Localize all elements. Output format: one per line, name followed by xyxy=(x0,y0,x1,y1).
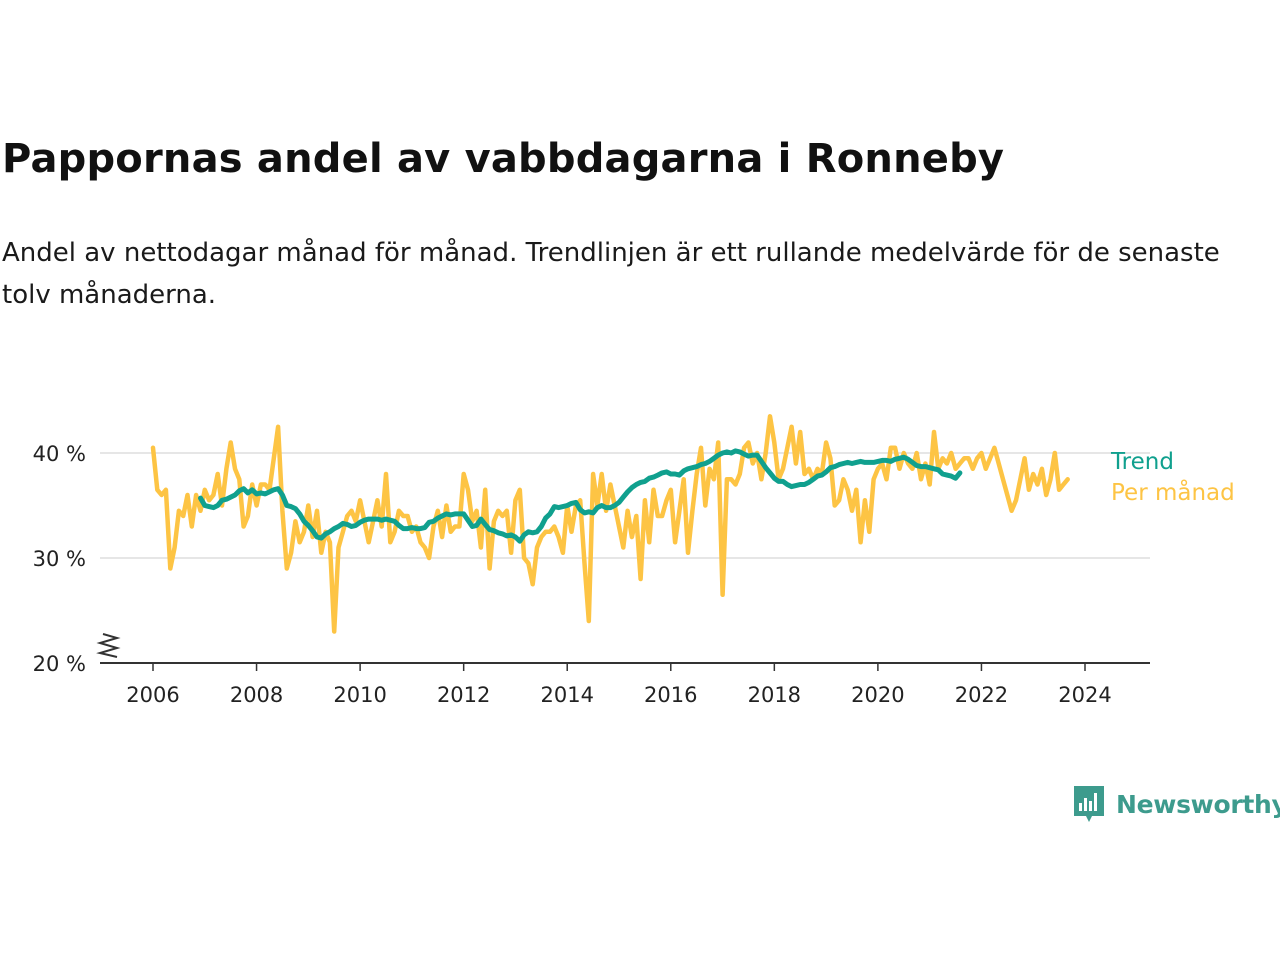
legend-trend-label: Trend xyxy=(1110,449,1174,475)
series-group xyxy=(150,414,1070,634)
chart-subtitle: Andel av nettodagar månad för månad. Tre… xyxy=(2,238,1220,310)
y-axis-ticks: 20 % 30 % 40 % xyxy=(33,442,86,676)
x-tick-label: 2022 xyxy=(955,683,1008,707)
y-tick-label: 40 % xyxy=(33,442,86,466)
x-tick-label: 2024 xyxy=(1058,683,1111,707)
x-tick-label: 2010 xyxy=(333,683,386,707)
y-tick-label: 20 % xyxy=(33,652,86,676)
series-line-monthly xyxy=(150,414,1070,634)
x-tick-label: 2006 xyxy=(126,683,179,707)
y-tick-label: 30 % xyxy=(33,547,86,571)
legend-monthly-label: Per månad xyxy=(1111,478,1235,506)
x-tick-label: 2012 xyxy=(437,683,490,707)
x-tick-label: 2018 xyxy=(748,683,801,707)
x-axis-ticks: 2006 2008 2010 2012 2014 2016 2018 2020 2022 2024 xyxy=(126,663,1112,707)
x-tick-label: 2016 xyxy=(644,683,697,707)
axes xyxy=(96,633,1150,664)
x-tick-label: 2020 xyxy=(851,683,904,707)
x-tick-label: 2008 xyxy=(230,683,283,707)
y-axis-break-icon xyxy=(96,633,121,658)
chart-title: Pappornas andel av vabbdagarna i Ronneby xyxy=(2,136,1005,182)
x-tick-label: 2014 xyxy=(540,683,593,707)
bar-chart-speech-bubble-icon xyxy=(1074,786,1104,822)
series-line-trend xyxy=(198,448,963,544)
line-chart: 20 % 30 % 40 % 2006 2008 2010 2012 2014 2016 201… xyxy=(33,414,1235,707)
brand-name: Newsworthy xyxy=(1116,789,1280,819)
newsworthy-logo: Newsworthy xyxy=(1072,784,1280,824)
